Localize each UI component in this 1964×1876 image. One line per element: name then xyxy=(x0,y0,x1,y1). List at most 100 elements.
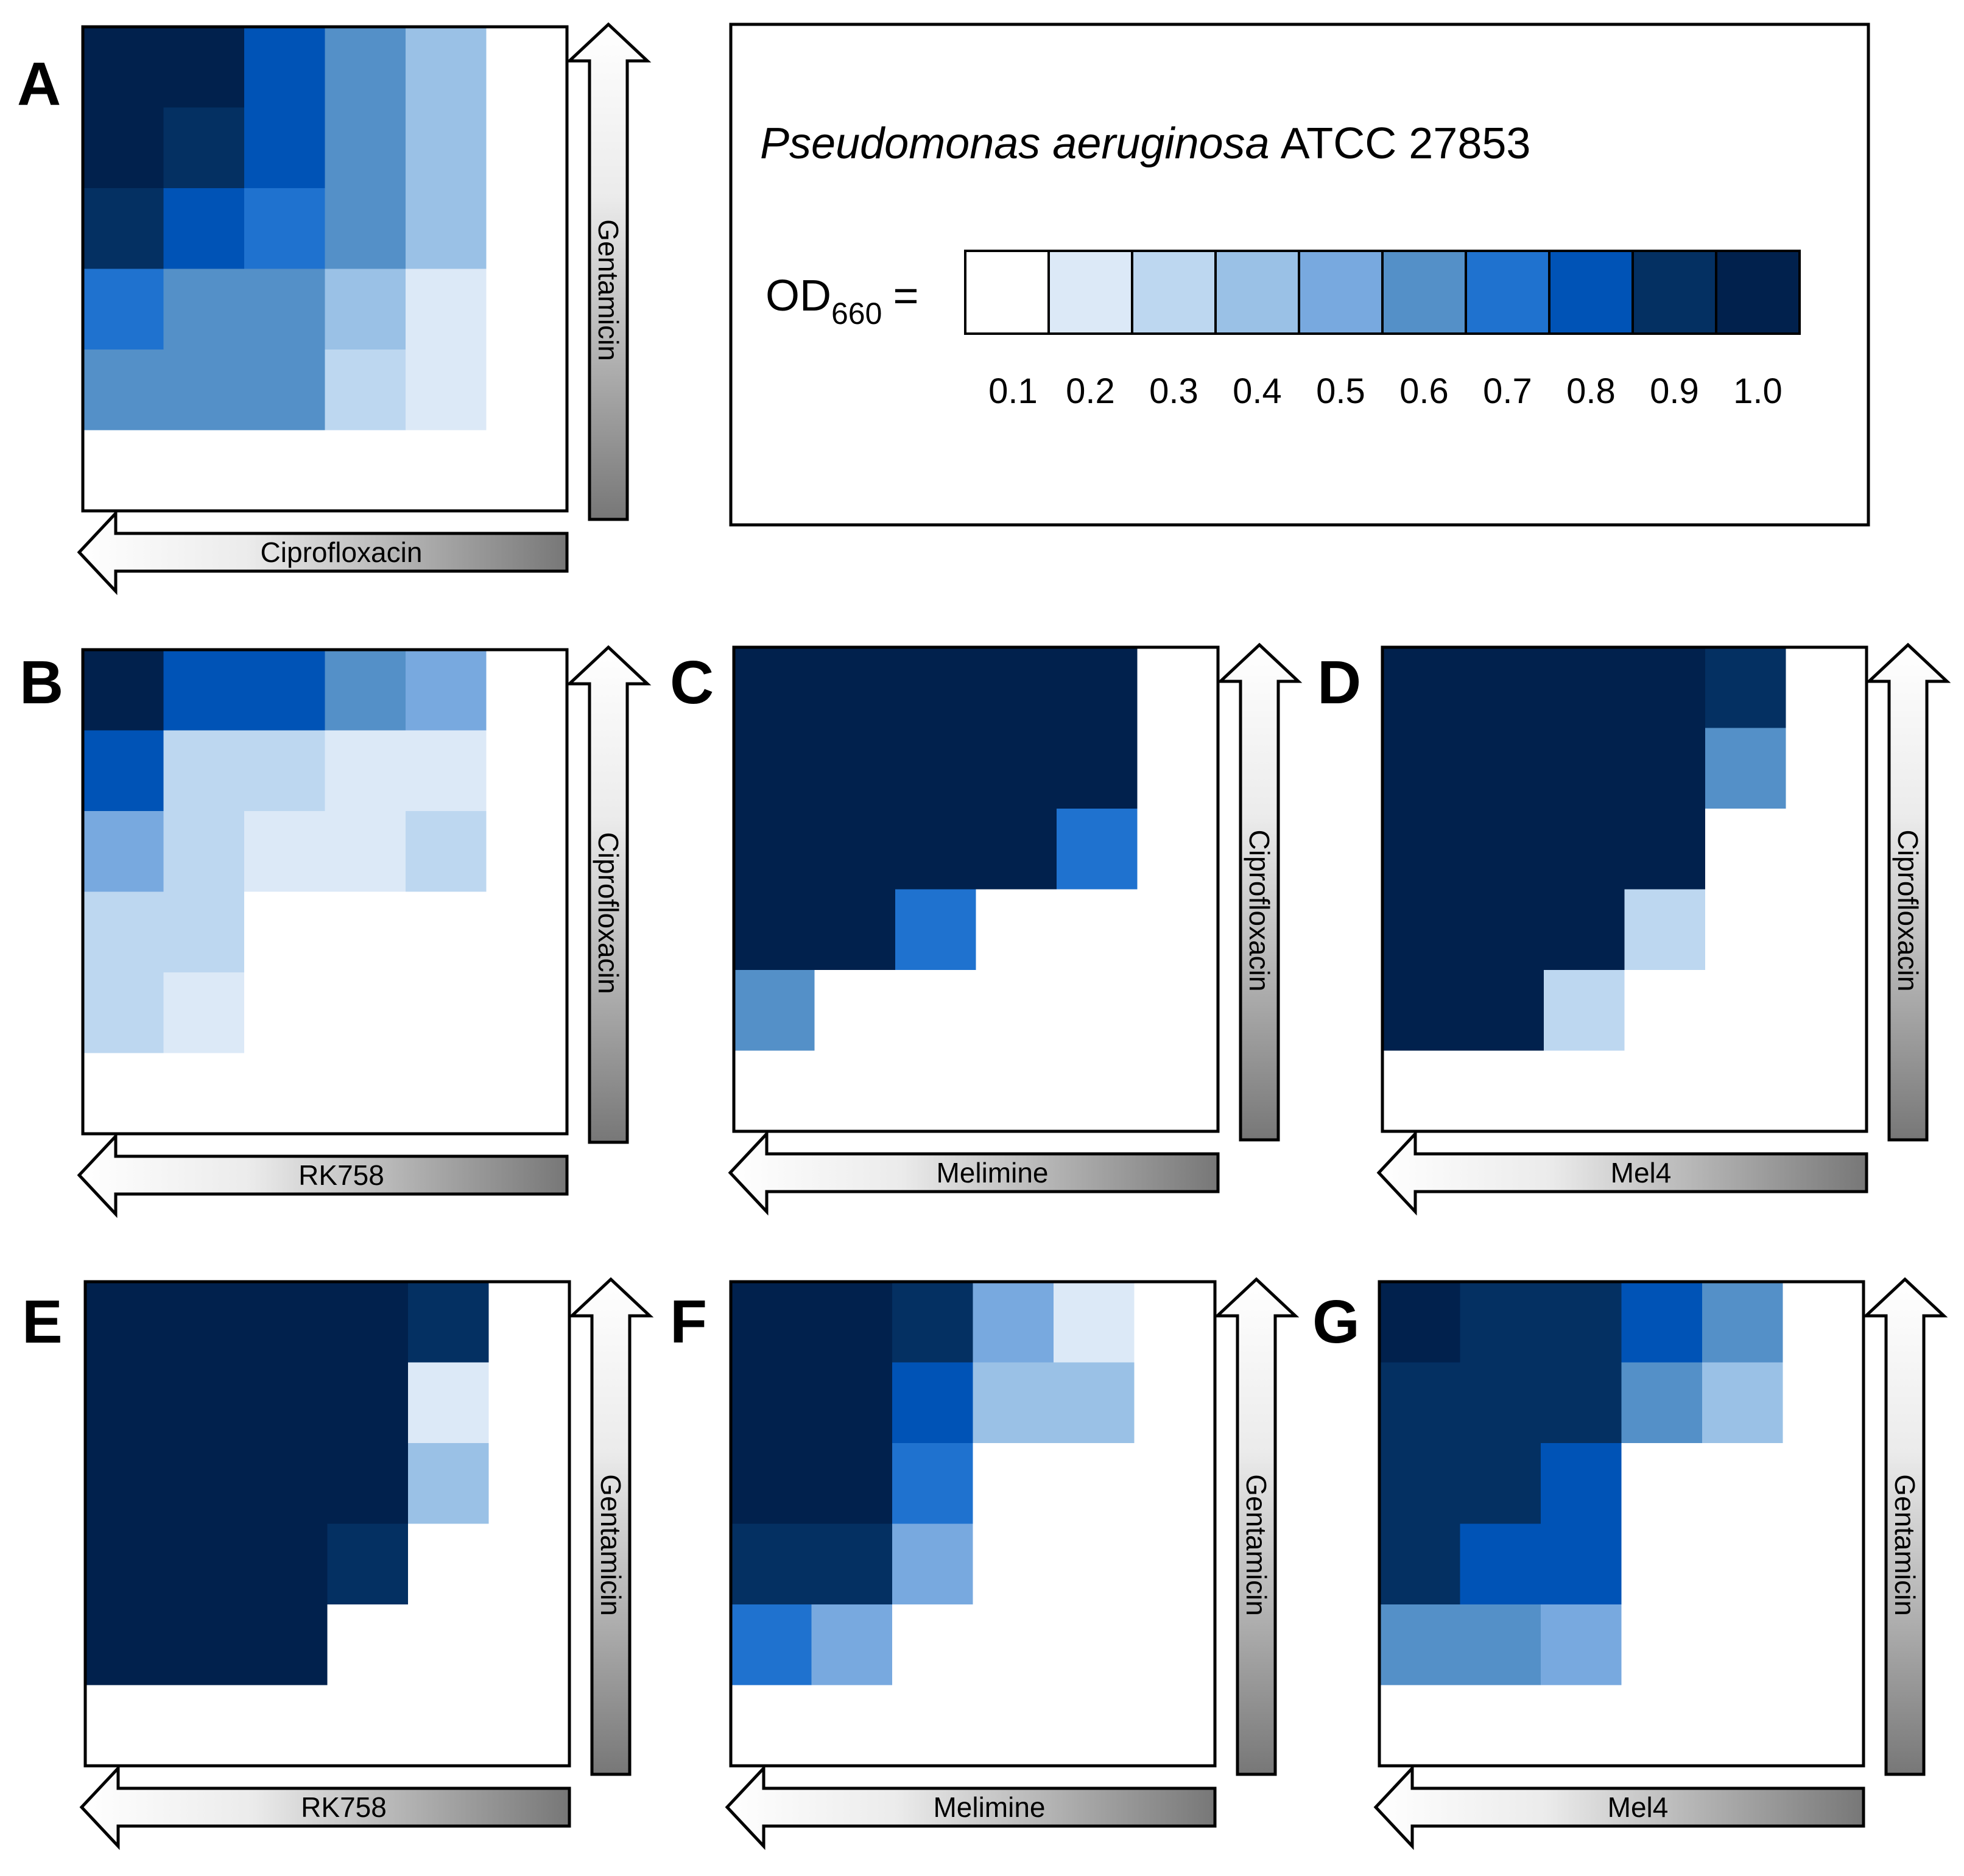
heatmap-cell xyxy=(85,1604,167,1686)
heatmap-cell xyxy=(163,107,245,189)
panel-letter-f: F xyxy=(670,1288,707,1356)
heatmap-cell xyxy=(1137,809,1219,890)
heatmap-cell xyxy=(814,809,896,890)
x-axis-arrow-b xyxy=(77,1132,569,1218)
heatmap-cell xyxy=(406,430,487,511)
panel-letter-e: E xyxy=(22,1288,63,1356)
heatmap-cell xyxy=(163,350,245,431)
heatmap-cell xyxy=(1621,1604,1703,1686)
heatmap-cell xyxy=(895,970,977,1052)
heatmap-frame-g xyxy=(1378,1280,1865,1768)
y-axis-label-d: Ciprofloxacin xyxy=(1892,830,1924,992)
heatmap-cell xyxy=(734,1050,815,1132)
x-axis-arrow-a xyxy=(77,509,569,595)
heatmap-cell xyxy=(244,891,326,973)
legend-tick-label: 0.3 xyxy=(1149,371,1198,411)
heatmap-cell xyxy=(163,730,245,812)
heatmap-cell xyxy=(486,1053,568,1134)
heatmap-cell xyxy=(83,650,164,731)
heatmap-cell xyxy=(1544,1050,1625,1132)
heatmap-cell xyxy=(83,972,164,1054)
heatmap-cell xyxy=(1134,1443,1216,1525)
y-axis-label-a: Gentamicin xyxy=(593,219,624,361)
heatmap-cell xyxy=(83,107,164,189)
heatmap-cell xyxy=(734,889,815,971)
heatmap-panel-a: Ciprofloxacin Gentamicin xyxy=(77,22,652,595)
heatmap-cell xyxy=(1705,889,1787,971)
legend-swatch xyxy=(1465,250,1550,335)
heatmap-cell xyxy=(244,350,326,431)
heatmap-cell xyxy=(244,730,326,812)
heatmap-cell xyxy=(973,1604,1054,1686)
heatmap-cell xyxy=(1463,728,1544,809)
heatmap-cell xyxy=(327,1443,409,1525)
heatmap-cell xyxy=(486,650,568,731)
y-axis-arrow-c xyxy=(1216,642,1303,1142)
heatmap-cell xyxy=(1786,889,1867,971)
heatmap-cell xyxy=(408,1282,490,1363)
x-axis-label-b: RK758 xyxy=(298,1159,384,1191)
heatmap-cell xyxy=(1057,1050,1138,1132)
heatmap-cell xyxy=(1621,1443,1703,1525)
heatmap-cell xyxy=(811,1604,893,1686)
heatmap-cell xyxy=(892,1523,974,1605)
heatmap-cell xyxy=(163,27,245,108)
heatmap-cell xyxy=(408,1604,490,1686)
heatmap-cell xyxy=(1705,1050,1787,1132)
heatmap-cell xyxy=(1054,1282,1135,1363)
heatmap-cell xyxy=(244,188,326,270)
y-axis-arrow-e xyxy=(568,1277,654,1776)
heatmap-cell xyxy=(83,811,164,893)
heatmap-cell xyxy=(1054,1523,1135,1605)
heatmap-cell xyxy=(1541,1362,1622,1444)
heatmap-cell xyxy=(1382,809,1464,890)
heatmap-cell xyxy=(1783,1604,1864,1686)
legend-tick-label: 0.1 xyxy=(988,371,1038,411)
heatmap-cell xyxy=(734,647,815,729)
heatmap-cell xyxy=(1463,1050,1544,1132)
heatmap-frame-d xyxy=(1381,645,1868,1133)
y-axis-arrow-b xyxy=(565,645,652,1144)
heatmap-cell xyxy=(1460,1443,1541,1525)
heatmap-cell xyxy=(325,188,406,270)
heatmap-cell xyxy=(814,889,896,971)
legend-tick-label: 0.9 xyxy=(1650,371,1699,411)
heatmap-cell xyxy=(1054,1362,1135,1444)
heatmap-cell xyxy=(1460,1362,1541,1444)
legend-swatch xyxy=(964,250,1050,335)
heatmap-cell xyxy=(1783,1685,1864,1766)
heatmap-cell xyxy=(325,107,406,189)
heatmap-cell xyxy=(85,1685,167,1766)
heatmap-cell xyxy=(976,970,1057,1052)
heatmap-cell xyxy=(486,972,568,1054)
heatmap-cell xyxy=(1382,889,1464,971)
heatmap-cell xyxy=(247,1685,328,1766)
heatmap-cell xyxy=(163,430,245,511)
x-axis-arrow-d xyxy=(1376,1129,1868,1216)
heatmap-cell xyxy=(1541,1523,1622,1605)
heatmap-cell xyxy=(734,970,815,1052)
heatmap-cell xyxy=(1786,1050,1867,1132)
heatmap-cell xyxy=(892,1685,974,1766)
heatmap-cell xyxy=(406,107,487,189)
heatmap-cell xyxy=(1379,1443,1461,1525)
heatmap-cell xyxy=(1702,1282,1784,1363)
x-axis-arrow-e xyxy=(79,1764,571,1850)
x-axis-label-c: Melimine xyxy=(936,1157,1048,1189)
heatmap-cell xyxy=(1783,1443,1864,1525)
heatmap-cell xyxy=(1541,1685,1622,1766)
heatmap-cell xyxy=(973,1523,1054,1605)
heatmap-cell xyxy=(1054,1443,1135,1525)
legend-od-subscript: 660 xyxy=(831,297,882,331)
y-axis-arrow-d xyxy=(1865,642,1951,1142)
legend-od: OD xyxy=(766,272,831,320)
heatmap-cell xyxy=(406,730,487,812)
heatmap-cell xyxy=(1702,1362,1784,1444)
heatmap-cell xyxy=(325,269,406,350)
heatmap-cell xyxy=(1702,1523,1784,1605)
heatmap-cell xyxy=(895,809,977,890)
heatmap-cell xyxy=(244,650,326,731)
heatmap-cell xyxy=(85,1282,167,1363)
heatmap-cell xyxy=(892,1362,974,1444)
